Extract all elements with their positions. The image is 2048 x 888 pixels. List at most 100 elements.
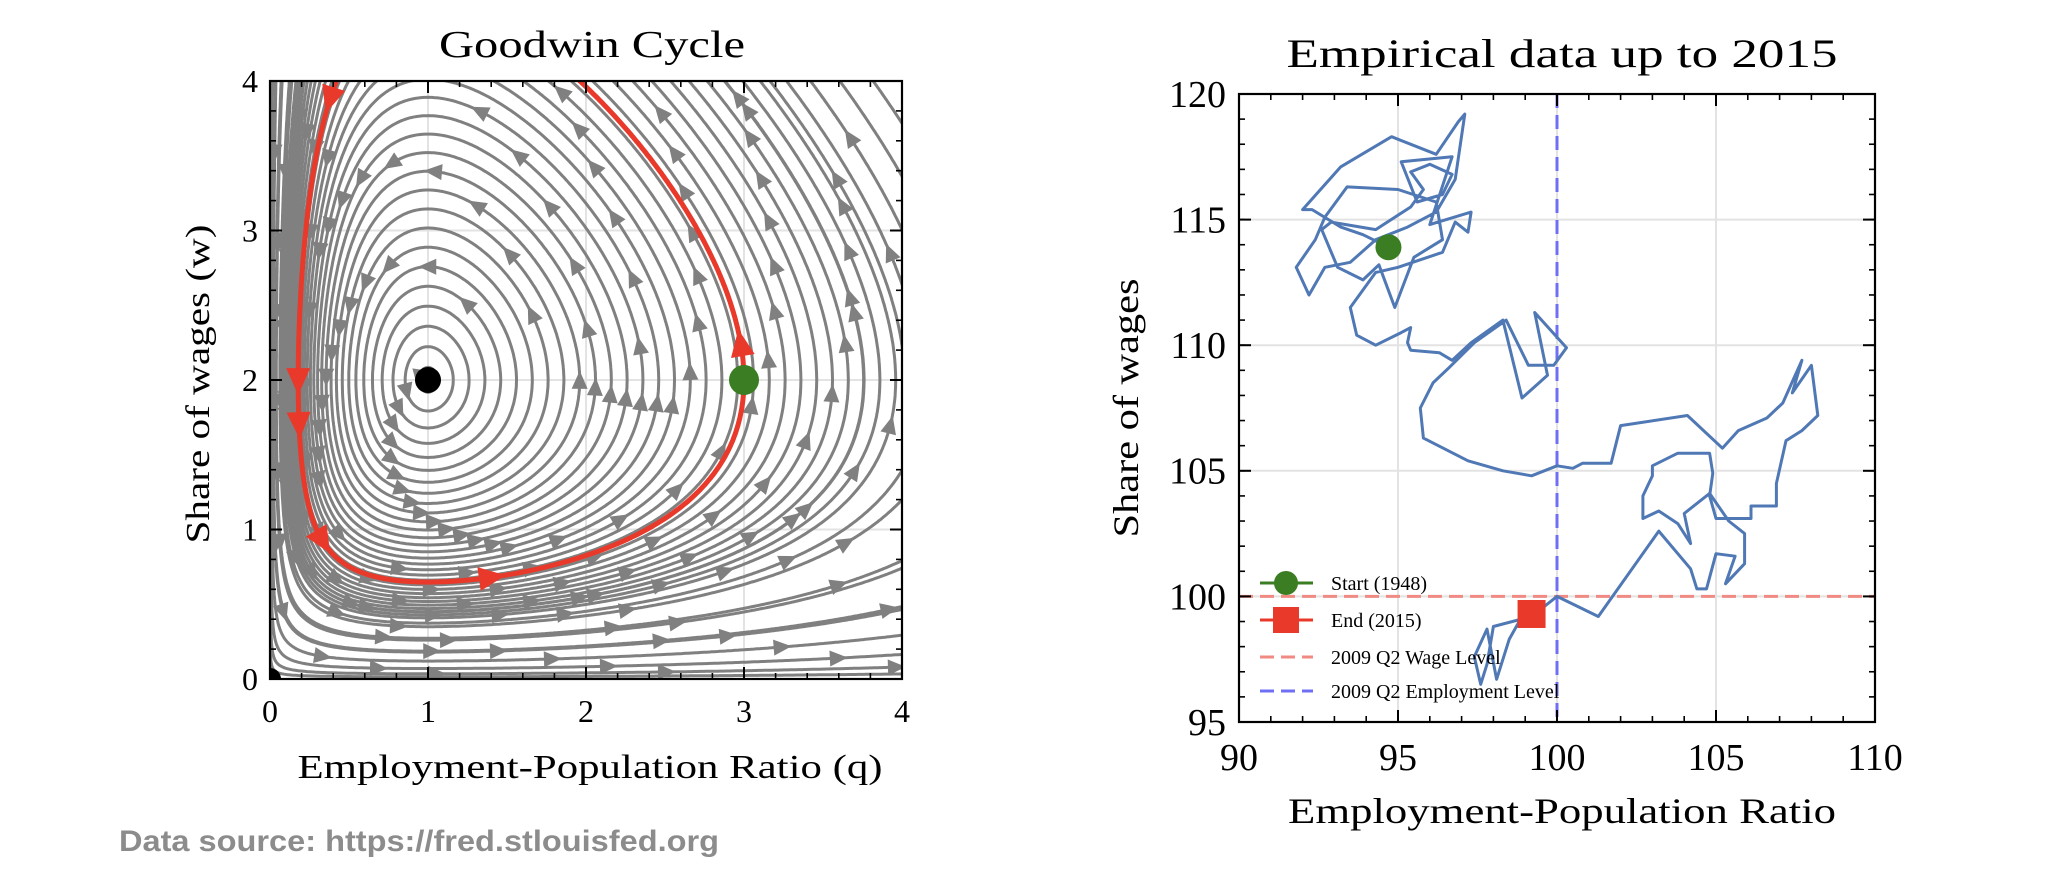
- chart-title: Empirical data up to 2015: [1287, 31, 1838, 76]
- streamline: [291, 81, 787, 596]
- streamline: [287, 81, 819, 603]
- stream-arrow: [702, 510, 722, 528]
- streamline: [316, 114, 645, 547]
- stream-arrow: [439, 632, 458, 649]
- stream-arrow: [527, 305, 543, 326]
- stream-arrow: [714, 566, 735, 582]
- plot-frame: [1237, 92, 1877, 724]
- stream-arrow: [692, 313, 708, 333]
- stream-arrow: [844, 241, 859, 262]
- stream-arrow: [380, 447, 401, 466]
- stream-arrow: [344, 295, 360, 316]
- trajectory-line: [295, 81, 747, 585]
- y-tick-label: 1: [242, 511, 258, 547]
- stream-arrow: [628, 269, 644, 289]
- stream-arrow: [388, 397, 404, 418]
- y-tick-label: 0: [242, 661, 258, 697]
- x-tick-label: 2: [578, 693, 594, 729]
- stream-arrow: [547, 534, 568, 550]
- trajectory-arrow: [286, 411, 311, 440]
- axes-frame: [268, 79, 904, 681]
- streamline: [283, 81, 866, 614]
- streamline: [271, 81, 902, 653]
- stream-arrow: [553, 85, 573, 104]
- stream-arrow: [643, 536, 663, 552]
- stream-arrow: [571, 121, 591, 141]
- stream-arrow: [278, 163, 295, 183]
- stream-arrow: [569, 256, 586, 277]
- stream-arrow: [466, 533, 486, 550]
- streamline: [808, 81, 902, 234]
- x-axis-label: Employment-Population Ratio (q): [298, 749, 883, 786]
- stream-arrow: [543, 651, 562, 668]
- stream-arrow: [781, 512, 802, 531]
- stream-arrow: [887, 659, 902, 676]
- stream-arrow: [383, 152, 403, 169]
- stream-arrow: [510, 149, 530, 167]
- stream-arrow: [843, 462, 860, 483]
- stream-arrow: [879, 603, 899, 619]
- stream-arrow: [633, 336, 649, 356]
- stream-arrow: [452, 528, 472, 545]
- stream-arrow: [396, 381, 413, 401]
- stream-arrow: [459, 296, 478, 315]
- stream-arrow: [848, 303, 864, 323]
- streamline: [293, 81, 771, 591]
- trajectory-arrow: [477, 567, 506, 591]
- stream-arrow: [647, 393, 664, 413]
- legend-label: 2009 Q2 Wage Level: [1331, 647, 1501, 669]
- data-series: [1294, 112, 1820, 686]
- stream-arrow: [773, 639, 792, 656]
- stream-arrow: [608, 209, 626, 229]
- stream-arrow: [652, 633, 671, 650]
- stream-arrow: [844, 129, 862, 150]
- stream-arrow: [678, 552, 699, 568]
- y-tick-label: 3: [242, 212, 258, 248]
- stream-arrow: [555, 607, 575, 623]
- legend-label: 2009 Q2 Employment Level: [1331, 681, 1560, 703]
- y-tick-label: 105: [1169, 451, 1226, 493]
- stream-arrow: [322, 216, 339, 236]
- y-tick-label: 100: [1169, 576, 1226, 618]
- y-tick-label: 110: [1170, 325, 1226, 367]
- stream-arrow: [300, 561, 318, 581]
- streamline: [300, 81, 724, 577]
- chart-title: Goodwin Cycle: [439, 24, 745, 66]
- equilibrium-point: [415, 367, 441, 393]
- stream-arrow: [632, 392, 648, 412]
- stream-arrow: [327, 522, 346, 542]
- stream-arrow: [617, 388, 633, 408]
- stream-arrow: [829, 650, 848, 667]
- stream-arrow: [418, 258, 437, 275]
- stream-arrow: [742, 396, 759, 416]
- stream-arrow: [569, 591, 590, 607]
- stream-arrow: [838, 334, 855, 354]
- stream-arrow: [777, 555, 797, 571]
- start-marker: [1375, 234, 1402, 261]
- stream-arrow: [764, 211, 780, 232]
- stream-arrow: [571, 370, 588, 389]
- streamline: [270, 81, 902, 676]
- stream-arrow: [470, 106, 491, 122]
- stream-arrow: [425, 513, 444, 530]
- stream-arrow: [834, 537, 855, 554]
- stream-arrow: [654, 105, 673, 125]
- streamline: [302, 81, 708, 572]
- stream-arrow: [678, 182, 696, 203]
- x-tick-label: 90: [1220, 737, 1258, 779]
- streamline: [380, 304, 487, 445]
- x-tick-label: 105: [1688, 737, 1745, 779]
- stream-arrow: [402, 493, 422, 509]
- legend: Start (1948) End (2015) 2009 Q2 Wage Level…: [1260, 571, 1560, 703]
- stream-arrow: [761, 350, 778, 369]
- empirical-path: [1294, 112, 1820, 686]
- stream-arrow: [609, 514, 630, 531]
- stream-arrow: [332, 318, 349, 338]
- streamline: [279, 81, 902, 625]
- stream-arrow: [502, 246, 521, 266]
- stream-arrow: [665, 482, 684, 502]
- stream-arrow: [682, 362, 699, 381]
- stream-arrow: [337, 189, 353, 210]
- trajectory-arrow: [731, 329, 755, 359]
- y-tick-label: 4: [242, 63, 258, 99]
